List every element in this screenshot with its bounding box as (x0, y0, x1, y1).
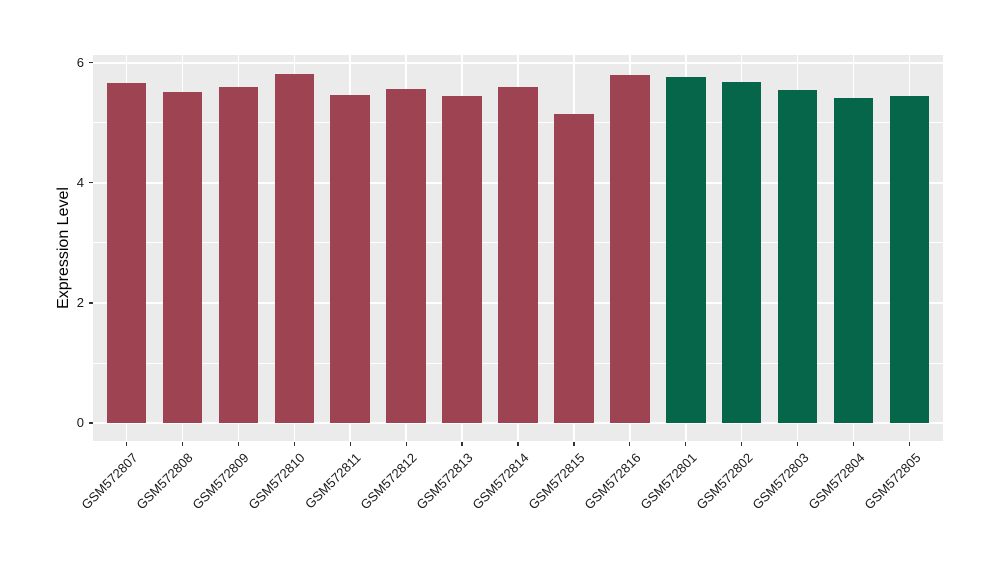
bar-GSM572812 (386, 89, 426, 423)
bar-GSM572804 (833, 97, 874, 423)
x-tick (908, 442, 911, 446)
y-tick (88, 62, 93, 64)
bar-GSM572815 (554, 113, 594, 423)
x-tick-label: GSM572812 (357, 450, 420, 513)
x-tick (741, 442, 743, 446)
x-tick (573, 442, 575, 446)
bar-GSM572813 (442, 95, 482, 423)
x-tick-label: GSM572809 (189, 450, 252, 513)
y-tick (88, 302, 93, 304)
x-tick-label: GSM572804 (804, 450, 868, 513)
x-tick-label: GSM572816 (581, 450, 644, 513)
x-tick (797, 442, 799, 446)
y-tick-label: 6 (76, 54, 84, 70)
y-tick (88, 422, 93, 424)
y-axis-title: Expression Level (55, 187, 72, 309)
x-tick-label: GSM572813 (413, 450, 476, 513)
x-tick (629, 442, 631, 446)
x-tick (852, 442, 855, 446)
bar-GSM572810 (274, 73, 315, 423)
x-tick (685, 442, 687, 446)
x-tick-label: GSM572811 (302, 450, 364, 512)
bar-GSM572814 (498, 86, 538, 423)
x-tick (517, 442, 519, 446)
x-tick (349, 442, 351, 446)
x-tick-label: GSM572803 (749, 450, 812, 513)
bar-GSM572802 (721, 82, 762, 423)
x-tick-label: GSM572801 (637, 450, 700, 513)
bar-GSM572809 (218, 86, 259, 423)
x-tick (293, 442, 295, 446)
x-tick (125, 442, 128, 446)
bar-GSM572808 (162, 91, 203, 423)
x-tick-label: GSM572802 (693, 450, 756, 513)
x-tick-label: GSM572810 (245, 450, 308, 513)
x-tick-label: GSM572807 (77, 450, 141, 513)
bar-GSM572801 (666, 76, 706, 423)
y-tick-label: 0 (76, 414, 84, 430)
bar-GSM572811 (330, 94, 370, 423)
x-tick (405, 442, 407, 446)
y-tick-label: 2 (76, 294, 84, 310)
y-tick-label: 4 (76, 174, 84, 190)
bar-GSM572805 (889, 96, 930, 423)
bar-GSM572803 (777, 90, 818, 423)
x-tick (237, 442, 239, 446)
x-tick-label: GSM572805 (860, 450, 924, 513)
bar-GSM572807 (106, 83, 147, 423)
x-tick-label: GSM572814 (469, 450, 532, 513)
x-tick (461, 442, 463, 446)
x-tick (181, 442, 184, 446)
x-tick-label: GSM572815 (525, 450, 588, 513)
x-tick-label: GSM572808 (133, 450, 197, 513)
y-tick (88, 182, 93, 184)
bar-GSM572816 (610, 74, 650, 423)
